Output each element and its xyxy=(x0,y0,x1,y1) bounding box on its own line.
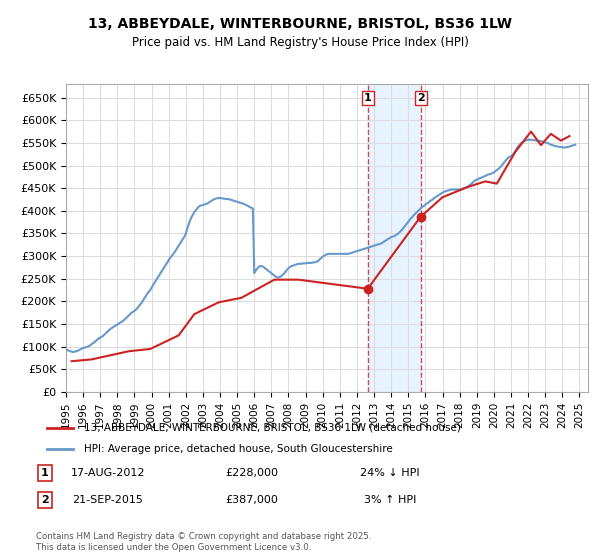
Text: 1: 1 xyxy=(41,468,49,478)
Text: Contains HM Land Registry data © Crown copyright and database right 2025.
This d: Contains HM Land Registry data © Crown c… xyxy=(36,532,371,552)
Text: 2: 2 xyxy=(417,93,424,103)
Bar xyxy=(368,84,421,392)
Text: 24% ↓ HPI: 24% ↓ HPI xyxy=(360,468,420,478)
Text: 3% ↑ HPI: 3% ↑ HPI xyxy=(364,495,416,505)
Text: 17-AUG-2012: 17-AUG-2012 xyxy=(71,468,145,478)
Text: 2: 2 xyxy=(41,495,49,505)
Text: 13, ABBEYDALE, WINTERBOURNE, BRISTOL, BS36 1LW (detached house): 13, ABBEYDALE, WINTERBOURNE, BRISTOL, BS… xyxy=(83,423,460,433)
Text: £387,000: £387,000 xyxy=(226,495,278,505)
Text: £228,000: £228,000 xyxy=(226,468,278,478)
Text: HPI: Average price, detached house, South Gloucestershire: HPI: Average price, detached house, Sout… xyxy=(83,444,392,454)
Text: Price paid vs. HM Land Registry's House Price Index (HPI): Price paid vs. HM Land Registry's House … xyxy=(131,36,469,49)
Text: 1: 1 xyxy=(364,93,371,103)
Text: 13, ABBEYDALE, WINTERBOURNE, BRISTOL, BS36 1LW: 13, ABBEYDALE, WINTERBOURNE, BRISTOL, BS… xyxy=(88,17,512,31)
Text: 21-SEP-2015: 21-SEP-2015 xyxy=(73,495,143,505)
